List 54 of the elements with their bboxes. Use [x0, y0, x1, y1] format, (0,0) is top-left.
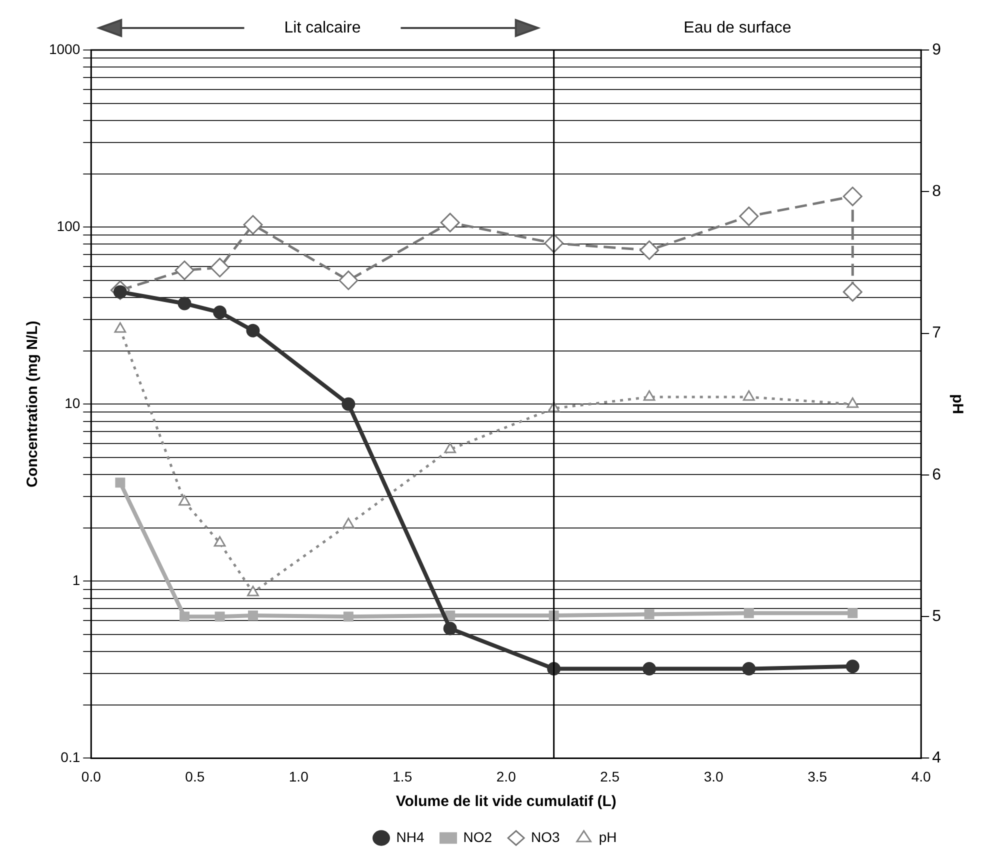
point — [248, 610, 258, 620]
point — [243, 215, 263, 235]
point — [642, 662, 656, 676]
point — [213, 306, 227, 320]
y2-tick-label: 6 — [932, 466, 942, 484]
point — [180, 612, 190, 622]
y2-axis-title: pH — [948, 394, 966, 414]
x-axis-title: Volume de lit vide cumulatif (L) — [396, 793, 616, 810]
y2-tick-label: 5 — [932, 608, 942, 625]
point — [115, 478, 126, 488]
point — [739, 206, 759, 226]
point — [214, 612, 225, 622]
x-tick-label: 0.0 — [81, 768, 102, 784]
x-tick-label: 1.5 — [392, 768, 412, 784]
point — [443, 622, 457, 636]
point — [210, 258, 230, 278]
y-axis-title: Concentration (mg N/L) — [24, 320, 42, 488]
text: Eau de surface — [684, 19, 792, 36]
point — [174, 260, 194, 280]
y-tick-label: 0.1 — [60, 749, 80, 766]
point — [440, 212, 460, 232]
point — [846, 660, 860, 674]
legend-label: NH4 — [396, 828, 424, 845]
text: Lit calcaire — [284, 19, 361, 36]
point — [742, 662, 756, 676]
point — [744, 608, 754, 618]
legend-label: NO2 — [463, 828, 492, 845]
y2-tick-label: 4 — [932, 750, 942, 767]
x-tick-label: 2.5 — [600, 768, 620, 784]
y-tick-label: 10 — [64, 394, 80, 411]
x-tick-label: 4.0 — [911, 768, 932, 784]
point — [342, 397, 356, 411]
y-tick-label: 1000 — [48, 40, 80, 57]
point — [842, 282, 862, 302]
x-tick-label: 1.0 — [288, 768, 309, 784]
y-tick-label: 1 — [72, 572, 80, 588]
point — [338, 270, 358, 290]
x-tick-label: 3.0 — [704, 768, 724, 784]
point — [644, 609, 654, 620]
point — [848, 608, 858, 618]
point — [343, 612, 354, 622]
point — [246, 324, 260, 338]
legend-label: pH — [598, 828, 617, 845]
point — [178, 296, 192, 310]
x-tick-label: 3.5 — [808, 768, 828, 784]
point — [640, 240, 660, 260]
y2-tick-label: 7 — [932, 324, 942, 342]
legend-label: NO3 — [531, 828, 560, 845]
point — [842, 186, 862, 206]
y2-tick-label: 9 — [932, 41, 942, 58]
x-tick-label: 0.5 — [185, 768, 205, 784]
y-tick-label: 100 — [56, 218, 80, 234]
y2-tick-label: 8 — [932, 183, 942, 200]
x-tick-label: 2.0 — [496, 768, 516, 784]
